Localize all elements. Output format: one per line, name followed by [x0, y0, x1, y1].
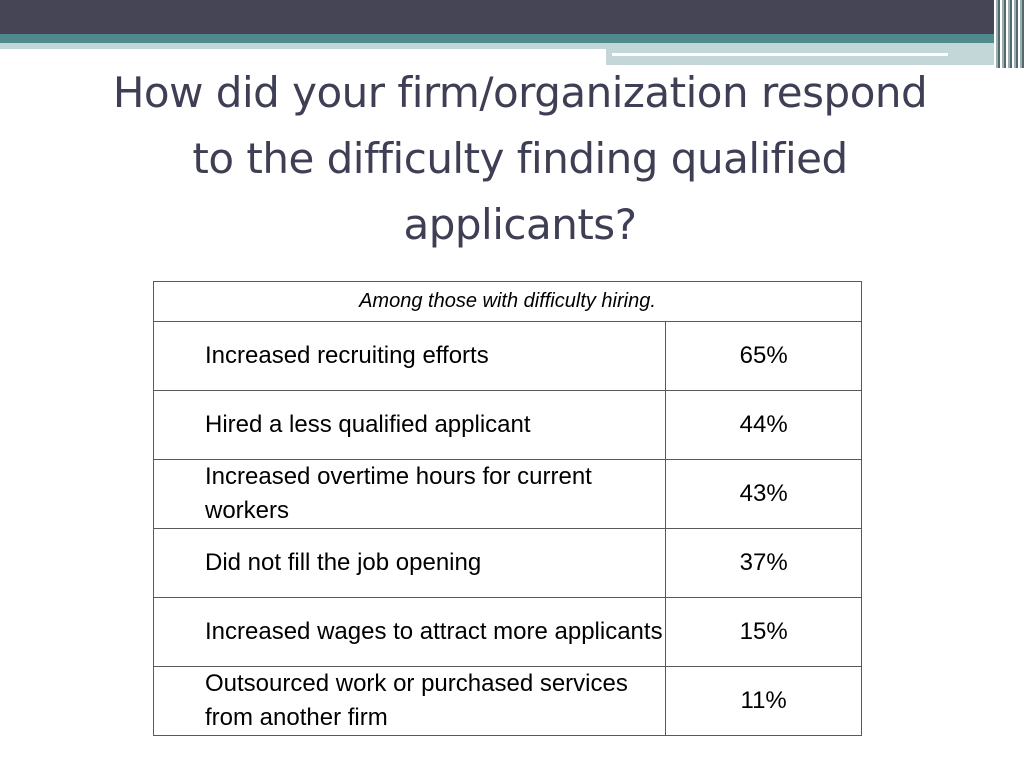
row-value: 43% — [665, 459, 862, 529]
row-value: 44% — [665, 390, 862, 460]
table-row: Did not fill the job opening 37% — [152, 528, 862, 598]
results-table: Among those with difficulty hiring. Incr… — [152, 281, 862, 736]
row-value: 15% — [665, 597, 862, 667]
row-value: 37% — [665, 528, 862, 598]
row-value: 65% — [665, 321, 862, 391]
table-row: Increased wages to attract more applican… — [152, 597, 862, 667]
header-accent-strip — [0, 34, 1024, 43]
slide-title: How did your firm/organization respond t… — [112, 68, 928, 249]
header-white-line — [612, 53, 948, 56]
table-row: Increased recruiting efforts 65% — [152, 321, 862, 391]
row-label: Increased overtime hours for current wor… — [152, 459, 667, 529]
row-label: Did not fill the job opening — [152, 528, 667, 598]
row-label: Outsourced work or purchased services fr… — [152, 666, 667, 736]
row-label: Increased wages to attract more applican… — [152, 597, 667, 667]
table-row: Outsourced work or purchased services fr… — [152, 666, 862, 736]
table-row: Hired a less qualified applicant 44% — [152, 390, 862, 460]
header-light-strip-left — [0, 43, 606, 49]
header-band — [0, 0, 1024, 34]
row-label: Increased recruiting efforts — [152, 321, 667, 391]
row-label: Hired a less qualified applicant — [152, 390, 667, 460]
table-caption: Among those with difficulty hiring. — [153, 281, 862, 322]
header-corner-stripes — [994, 0, 1024, 68]
row-value: 11% — [665, 666, 862, 736]
table-caption-row: Among those with difficulty hiring. — [153, 281, 862, 322]
table-row: Increased overtime hours for current wor… — [152, 459, 862, 529]
